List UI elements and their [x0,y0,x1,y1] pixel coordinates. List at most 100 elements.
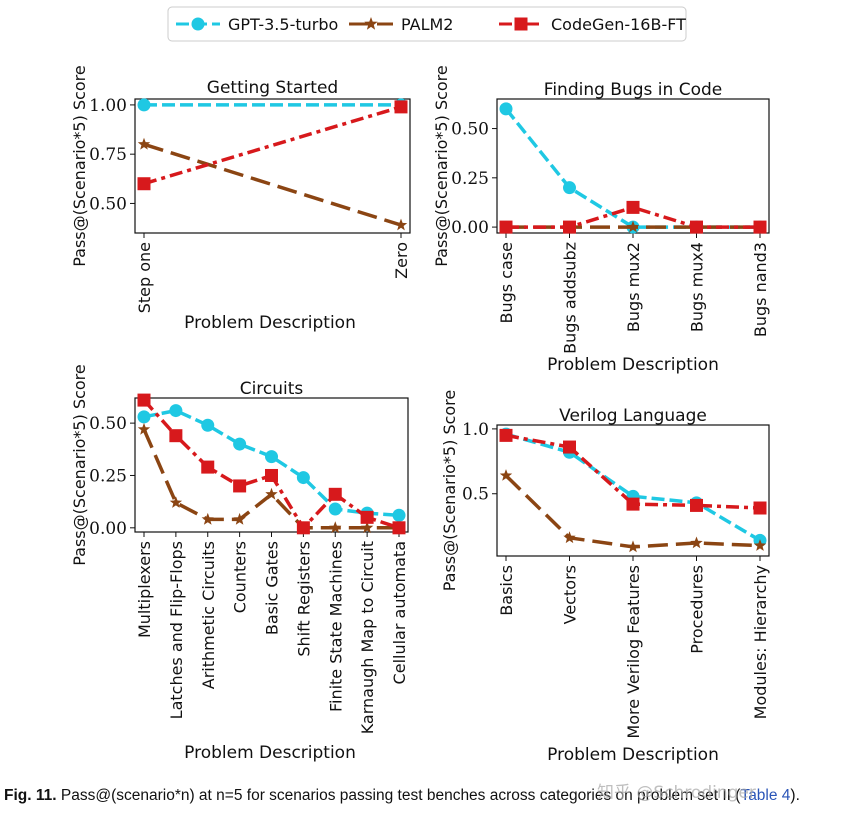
panel-2: Circuits 0.00 0.25 0.50 Multiplexers Latches … [70,364,409,763]
data-point-1-2-4 [753,220,767,234]
xtick-label-0-1: Zero [392,242,411,279]
caption-table-link[interactable]: Table 4 [740,787,791,804]
data-point-2-1-3 [233,512,246,525]
series-line-3-2 [505,433,761,510]
data-point-1-2-0 [499,220,513,234]
series-line-3-1 [504,474,761,549]
x-axis-label-3: Problem Description [547,745,719,765]
data-point-3-1-1 [563,531,576,544]
x-axis-label-0: Problem Description [184,313,356,333]
data-point-2-1-6 [329,521,342,534]
data-point-2-0-5 [296,471,310,485]
data-point-2-1-2 [201,512,214,525]
x-axis-label-1: Problem Description [547,355,719,375]
data-point-1-0-1 [563,181,576,195]
panel-title-3: Verilog Language [559,406,707,426]
legend: GPT-3.5-turbo PALM2 CodeGen-16B-FT [167,6,687,42]
legend-label-1: PALM2 [401,15,453,34]
panel-title-1: Finding Bugs in Code [544,80,722,100]
data-point-2-2-8 [392,521,406,535]
ytick-label-2-1: 0.25 [89,466,127,486]
data-point-2-1-4 [265,487,278,500]
figure-caption: Fig. 11. Pass@(scenario*n) at n=5 for sc… [4,786,842,806]
legend-marker-1 [364,17,378,30]
xtick-label-2-7: Karnaugh Map to Circuit [358,541,377,734]
data-point-3-2-2 [626,497,640,511]
ytick-label-0-2: 1.00 [89,96,127,116]
y-axis-label-1: Pass@(Scenario*5) Score [432,65,451,267]
ytick-label-0-1: 0.75 [89,145,127,165]
ytick-label-1-2: 0.50 [451,120,489,140]
xtick-label-3-3: Procedures [688,565,707,654]
panel-0: Getting Started 0.50 0.75 1.00 Step one Zero P… [70,65,411,333]
data-point-2-2-6 [328,487,342,501]
data-point-1-2-3 [690,220,703,234]
data-point-2-0-4 [265,450,278,464]
xtick-label-3-1: Vectors [561,565,580,624]
caption-end: ). [790,787,800,804]
ytick-label-2-2: 0.50 [89,414,127,434]
y-axis-label-2: Pass@(Scenario*5) Score [70,364,89,566]
legend-box [167,6,687,42]
x-axis-label-2: Problem Description [184,743,356,763]
xtick-label-1-1: Bugs addsubz [561,242,580,354]
legend-label-0: GPT-3.5-turbo [228,15,338,34]
data-point-2-0-6 [328,502,342,516]
panel-1: Finding Bugs in Code 0.00 0.25 0.50 Bugs cas… [432,65,770,375]
xtick-label-3-0: Basics [497,565,516,616]
xtick-label-2-2: Arithmetic Circuits [199,541,218,689]
data-point-2-0-1 [169,404,183,418]
data-point-1-0-0 [499,102,513,116]
data-point-2-1-7 [360,521,374,534]
caption-label: Fig. 11. [4,787,57,804]
xtick-label-2-1: Latches and Flip-Flops [167,541,186,719]
data-point-2-2-1 [169,429,183,443]
xtick-label-0-0: Step one [135,242,154,313]
data-point-2-2-7 [360,510,374,524]
ytick-label-1-0: 0.00 [451,218,489,238]
data-point-3-2-0 [499,428,513,442]
data-point-3-1-4 [753,539,767,551]
xtick-label-2-0: Multiplexers [135,541,154,638]
data-point-2-0-3 [233,437,247,451]
legend-marker-2 [514,17,528,31]
data-point-3-2-3 [690,498,703,512]
watermark: 知乎 @Schrodinger [597,783,756,803]
xtick-label-2-4: Basic Gates [263,541,282,635]
xtick-label-2-6: Finite State Machines [326,541,345,712]
xtick-label-1-3: Bugs mux4 [688,242,707,332]
ytick-label-2-0: 0.00 [89,519,127,539]
data-point-1-2-1 [563,220,576,234]
data-point-2-0-0 [137,410,151,424]
data-point-0-2-1 [394,100,408,114]
data-point-0-2-0 [137,177,151,191]
chart-figure: GPT-3.5-turbo PALM2 CodeGen-16B-FT Getting… [70,6,770,765]
series-line-2-2 [142,398,400,530]
ytick-label-3-0: 0.5 [462,485,489,505]
panel-title-2: Circuits [240,379,304,399]
data-point-3-1-0 [499,469,513,481]
data-point-2-2-4 [265,468,278,482]
panel-frame-0 [134,98,411,234]
xtick-label-2-8: Cellular automata [390,541,409,684]
legend-label-2: CodeGen-16B-FT [551,15,686,34]
data-point-0-1-1 [394,218,408,231]
xtick-label-1-0: Bugs case [497,242,516,323]
series-line-0-2 [143,105,402,186]
chart-panels: Getting Started 0.50 0.75 1.00 Step one Zero P… [70,65,770,765]
ytick-label-1-1: 0.25 [451,169,489,189]
ytick-label-0-0: 0.50 [89,194,127,214]
xtick-label-1-2: Bugs mux2 [624,242,643,332]
y-axis-label-3: Pass@(Scenario*5) Score [440,390,459,592]
data-point-0-0-0 [137,98,151,112]
xtick-label-2-3: Counters [231,541,250,613]
data-point-1-1-2 [626,220,640,233]
data-point-2-2-0 [137,393,151,407]
data-point-2-0-2 [201,418,215,432]
data-point-2-0-8 [392,508,406,522]
data-point-2-1-1 [169,496,183,508]
data-point-2-1-0 [137,422,151,435]
data-point-3-1-3 [690,536,703,549]
data-point-2-2-3 [233,479,247,493]
data-point-3-2-1 [563,440,576,454]
